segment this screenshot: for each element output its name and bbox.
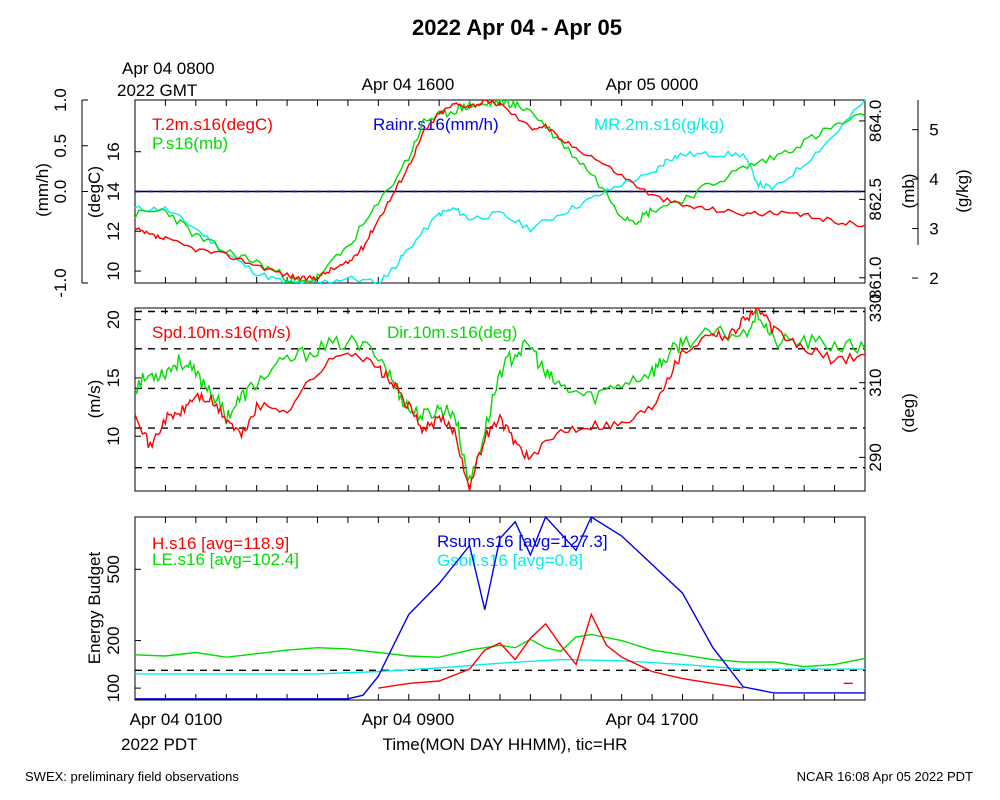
footer-left: SWEX: preliminary field observations bbox=[25, 769, 239, 784]
speed-axis-tick-label: 20 bbox=[104, 310, 123, 329]
series-wind-speed bbox=[134, 307, 865, 492]
mr-axis-tick-label: 5 bbox=[929, 121, 938, 140]
gmt-label-mid: Apr 04 1600 bbox=[362, 75, 455, 94]
speed-axis-label: (m/s) bbox=[85, 380, 104, 419]
series-wind-direction bbox=[134, 307, 866, 482]
direction-axis-tick-label: 290 bbox=[866, 443, 885, 471]
rain-axis-tick-label: -1.0 bbox=[51, 268, 70, 297]
mixing-ratio-axis-label: (g/kg) bbox=[953, 169, 972, 212]
pressure-axis-label: (mb) bbox=[899, 174, 918, 209]
mr-axis-tick-label: 3 bbox=[929, 220, 938, 239]
speed-axis-tick-label: 15 bbox=[104, 368, 123, 387]
x-axis-title: Time(MON DAY HHMM), tic=HR bbox=[383, 735, 628, 754]
direction-axis-label: (deg) bbox=[899, 393, 918, 433]
gmt-label-year: 2022 GMT bbox=[117, 81, 197, 100]
chart-marks: -1.0 0.0 0.5 1.0 10 12 14 16 861.0 862.5 864.0 2 3 4 5… bbox=[51, 88, 939, 702]
x-label-year: 2022 PDT bbox=[121, 735, 198, 754]
temp-axis-label: (degC) bbox=[85, 166, 104, 218]
temp-axis-tick-label: 14 bbox=[104, 182, 123, 201]
legend-sensible-heat: H.s16 [avg=118.9] bbox=[152, 534, 289, 553]
legend-temperature: T.2m.s16(degC) bbox=[152, 115, 273, 134]
x-label-mid: Apr 04 0900 bbox=[362, 710, 455, 729]
legend-mixing-ratio: MR.2m.s16(g/kg) bbox=[594, 115, 724, 134]
legend-wind-speed: Spd.10m.s16(m/s) bbox=[152, 323, 291, 342]
series-soil-heat bbox=[135, 658, 865, 675]
legend-latent-heat: LE.s16 [avg=102.4] bbox=[152, 550, 299, 569]
legend-soil-heat: Gsoil.s16 [avg=0.8] bbox=[437, 551, 583, 570]
direction-axis-tick-label: 330 bbox=[866, 294, 885, 322]
series-mixing-ratio bbox=[134, 99, 866, 284]
x-label-right: Apr 04 1700 bbox=[606, 710, 699, 729]
energy-axis-tick-label: 200 bbox=[104, 626, 123, 654]
gmt-label-right: Apr 05 0000 bbox=[606, 75, 699, 94]
chart-title: 2022 Apr 04 - Apr 05 bbox=[412, 15, 622, 40]
legend-net-radiation: Rsum.s16 [avg=127.3] bbox=[437, 532, 608, 551]
mr-axis-tick-label: 2 bbox=[929, 269, 938, 288]
x-label-start: Apr 04 0100 bbox=[130, 710, 223, 729]
temp-axis-tick-label: 12 bbox=[104, 222, 123, 241]
series-sensible-heat bbox=[378, 612, 744, 689]
speed-axis-tick-label: 10 bbox=[104, 427, 123, 446]
rain-axis-tick-label: 1.0 bbox=[51, 88, 70, 112]
rain-axis-tick-label: 0.0 bbox=[51, 180, 70, 204]
energy-axis-tick-label: 500 bbox=[104, 555, 123, 583]
legend-rain: Rainr.s16(mm/h) bbox=[373, 115, 499, 134]
mr-axis-tick-label: 4 bbox=[929, 170, 938, 189]
energy-axis-tick-label: 100 bbox=[104, 674, 123, 702]
pressure-axis-tick-label: 862.5 bbox=[866, 178, 885, 221]
rain-axis-tick-label: 0.5 bbox=[51, 134, 70, 158]
temp-axis-tick-label: 16 bbox=[104, 142, 123, 161]
series-latent-heat bbox=[134, 633, 866, 668]
footer-right: NCAR 16:08 Apr 05 2022 PDT bbox=[797, 769, 973, 784]
gmt-label-start: Apr 04 0800 bbox=[122, 59, 215, 78]
legend-pressure: P.s16(mb) bbox=[152, 134, 228, 153]
rain-axis-label: (mm/h) bbox=[33, 163, 52, 217]
pressure-axis-tick-label: 864.0 bbox=[866, 100, 885, 143]
series-pressure bbox=[134, 98, 866, 285]
direction-axis-tick-label: 310 bbox=[866, 369, 885, 397]
energy-axis-label: Energy Budget bbox=[85, 551, 104, 664]
temp-axis-tick-label: 10 bbox=[104, 262, 123, 281]
series-net-radiation bbox=[135, 515, 865, 700]
legend-wind-direction: Dir.10m.s16(deg) bbox=[387, 323, 517, 342]
pressure-axis-tick-label: 861.0 bbox=[866, 256, 885, 299]
series-temperature bbox=[134, 99, 866, 282]
